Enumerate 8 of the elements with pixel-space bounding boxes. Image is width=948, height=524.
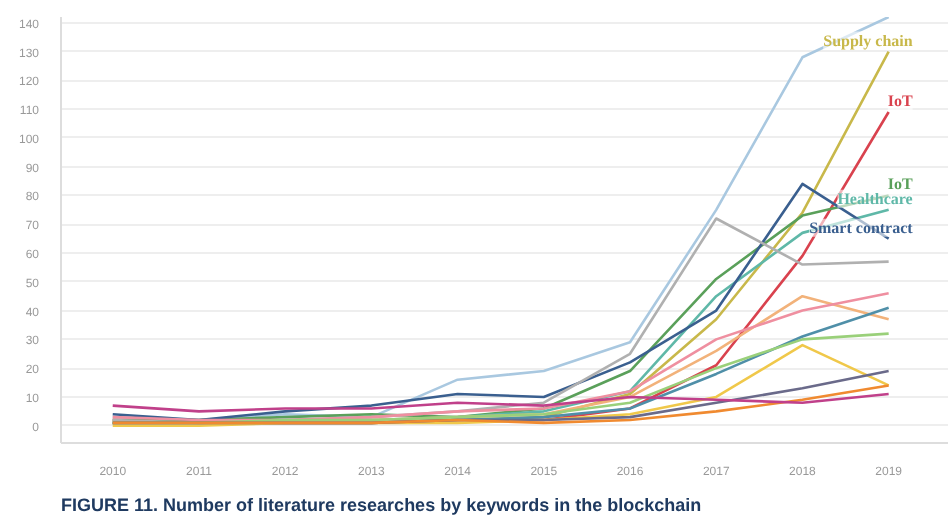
series-label: Healthcare [837,189,914,208]
series-label: Supply chain [823,31,914,50]
series-label: IoT [887,91,914,110]
series-label: Smart contract [809,218,914,237]
caption: FIGURE 11. Number of literature researches by keywords in the blockchain [61,495,702,515]
line-series [111,384,890,425]
series-label: IoT [887,175,914,194]
line-series [111,392,890,413]
